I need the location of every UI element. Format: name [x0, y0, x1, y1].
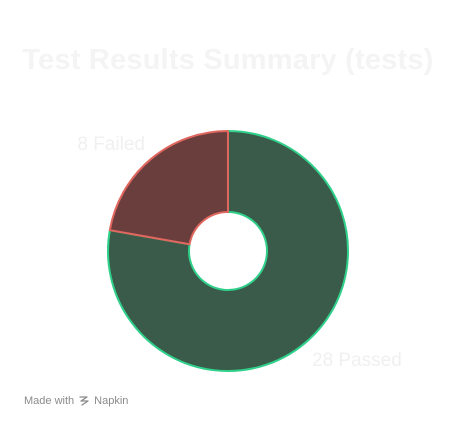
slice-label-failed: 8 Failed: [77, 134, 145, 155]
chart-title: Test Results Summary (tests): [22, 44, 434, 76]
slice-labels: 28 Passed 8 Failed: [77, 134, 401, 371]
footer: Made with Napkin: [24, 395, 128, 407]
donut-slices: [107, 130, 349, 372]
slice-passed: [107, 130, 349, 372]
slice-label-passed: 28 Passed: [312, 350, 402, 371]
napkin-brand: Napkin: [94, 395, 129, 407]
made-with-text: Made with: [24, 395, 75, 407]
slice-failed: [108, 130, 229, 246]
napkin-logo-icon: [79, 396, 89, 406]
